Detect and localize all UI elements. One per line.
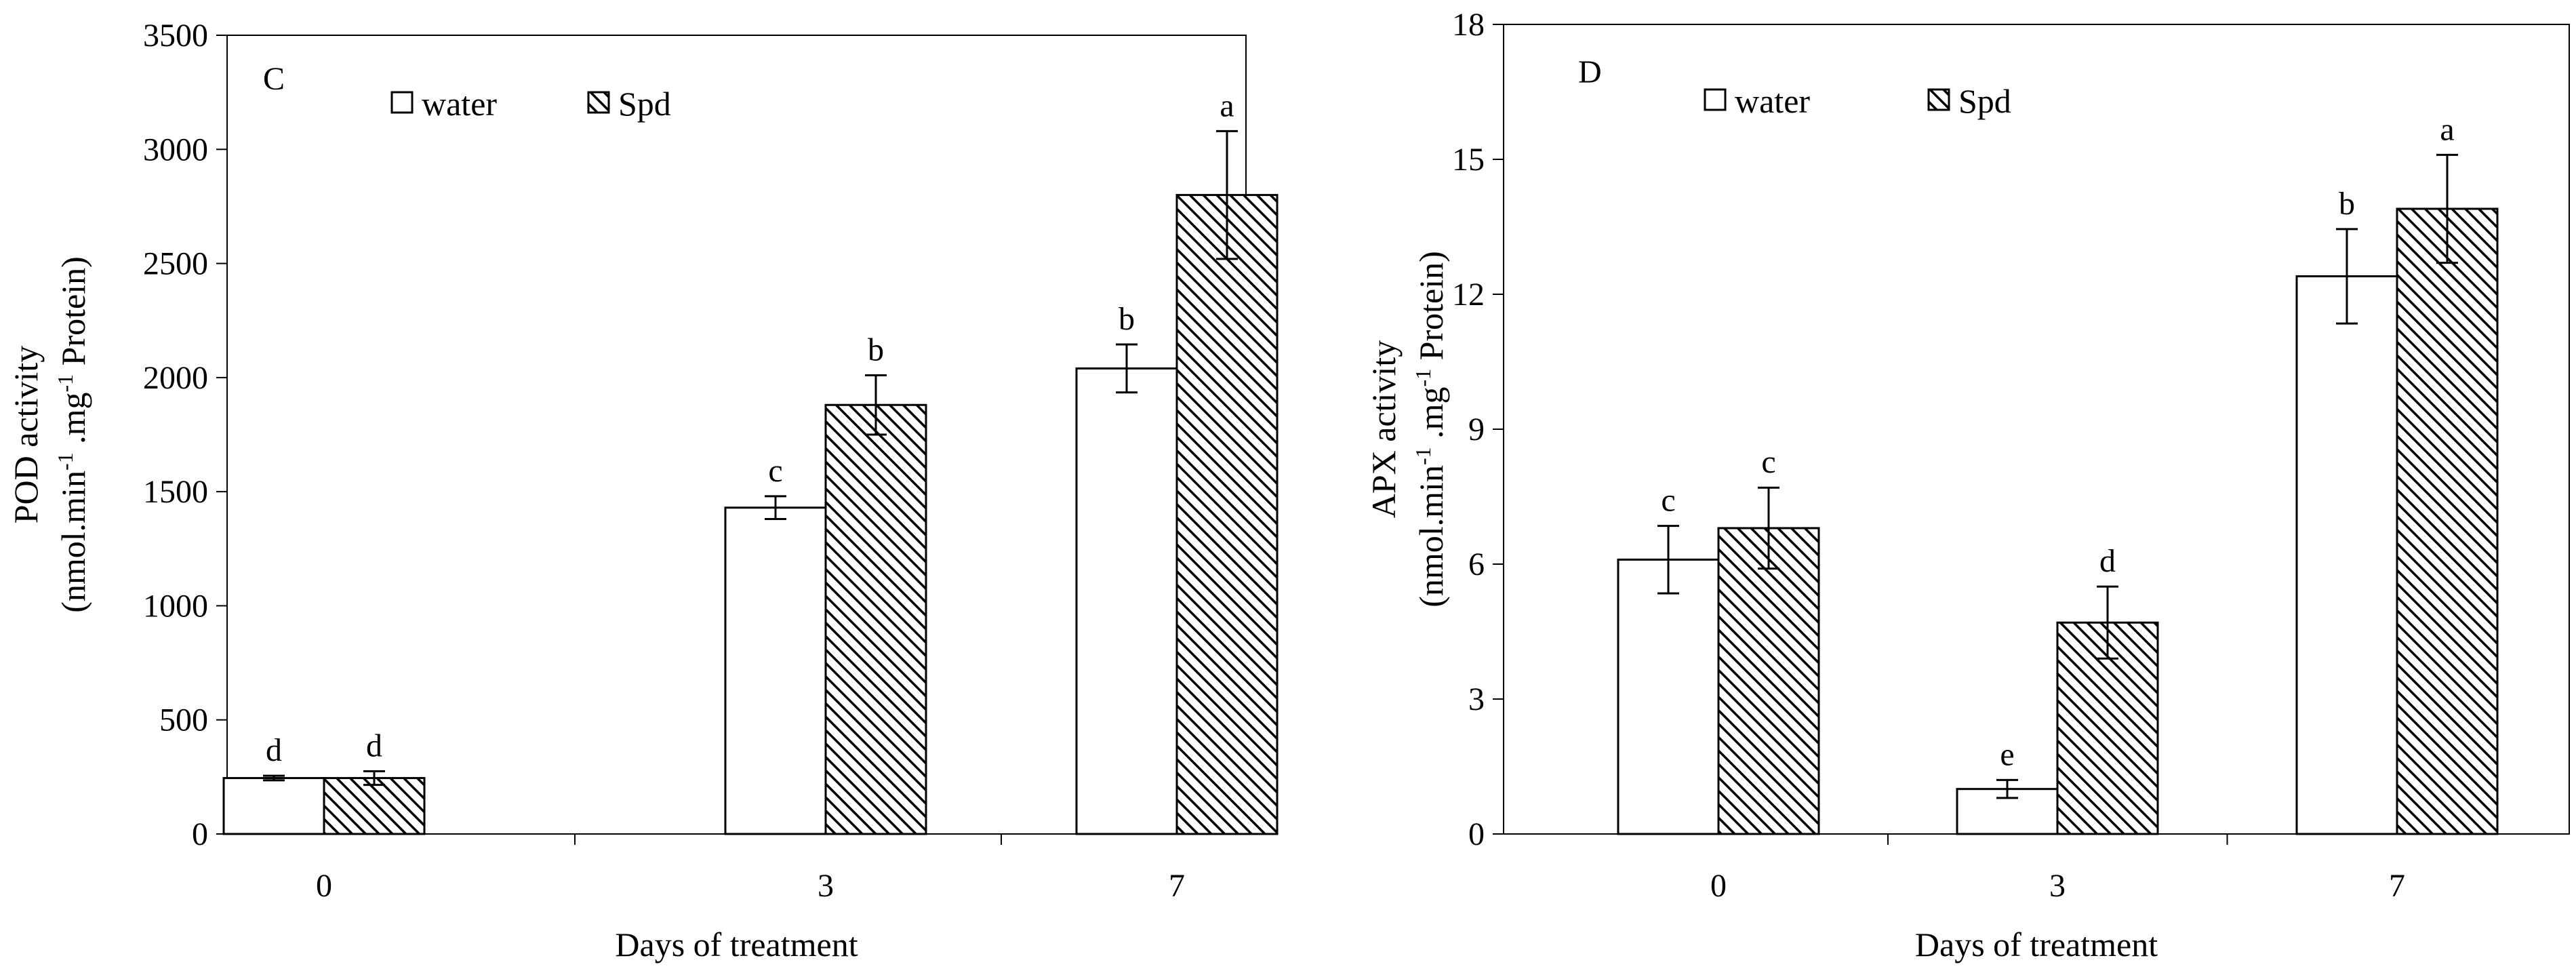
bar-water [2295,275,2398,835]
y-tick-label: 6 [1468,546,1485,582]
significance-letter: d [2099,543,2116,579]
legend-swatch [1927,88,1950,111]
units-text: .mg [54,392,92,452]
bar-spd [1717,527,1820,835]
superscript: -1 [53,452,77,471]
significance-letter: a [1220,87,1234,123]
superscript: -1 [1411,369,1435,387]
significance-letter: a [2440,111,2454,147]
y-tick-label: 0 [192,816,208,852]
y-tick-label: 3 [1468,681,1485,717]
significance-letter: c [1661,483,1675,519]
bar-water [1075,367,1178,835]
y-tick-label: 3000 [143,132,208,167]
bar-spd [323,777,426,835]
significance-letter: e [2000,736,2014,772]
y-axis-title: POD activity [7,346,45,523]
y-tick-label: 3500 [143,18,208,54]
significance-letter: d [266,732,282,768]
units-text: Protein) [1412,251,1450,369]
legend-label: water [1735,82,1810,120]
significance-letter: b [2339,186,2355,222]
significance-letter: c [1761,444,1775,480]
significance-letter: b [868,332,884,367]
legend-swatch [587,91,610,114]
significance-letter: b [1119,301,1135,337]
y-tick-label: 1500 [143,474,208,510]
legend-label: water [422,85,497,123]
bar-spd [824,403,927,835]
x-tick-label: 0 [1710,868,1727,904]
bar-spd [1175,194,1279,835]
x-tick-label: 7 [2389,868,2405,904]
x-axis-title: Days of treatment [1915,926,2158,963]
y-tick-label: 500 [159,702,208,738]
superscript: -1 [53,374,77,393]
legend-swatch [390,91,414,114]
y-tick-label: 2500 [143,246,208,282]
y-axis-title-units: (nmol.min-1 .mg-1 Protein) [1411,251,1450,608]
bar-water [1617,558,1720,835]
panel-label: C [263,61,285,97]
x-tick-label: 3 [2049,868,2066,904]
legend-swatch [1704,88,1727,111]
x-tick-label: 7 [1169,868,1185,904]
bar-water [222,777,325,835]
x-tick-label: 3 [818,868,834,904]
y-axis-title-units: (nmol.min-1 .mg-1 Protein) [53,256,92,613]
units-text: (nmol.min [54,471,92,613]
y-tick-label: 0 [1468,816,1485,852]
y-axis-title: APX activity [1365,340,1403,518]
units-text: (nmol.min [1412,465,1450,608]
y-tick-label: 12 [1452,277,1485,313]
y-tick-label: 1000 [143,588,208,624]
significance-letter: d [366,728,382,763]
units-text: Protein) [54,256,92,374]
bar-spd [2396,207,2499,835]
legend-label: Spd [1958,82,2011,120]
chart-pod-activity: 0 500 1000 1500 2000 2500 3000 3500 d d 0 c b 3 b a 7 Cwa… [7,18,1279,963]
bar-water [724,506,827,835]
y-tick-label: 2000 [143,360,208,396]
superscript: -1 [1411,447,1435,465]
units-text: .mg [1412,386,1450,447]
y-tick-label: 18 [1452,7,1485,43]
legend-label: Spd [618,85,671,123]
y-tick-label: 15 [1452,142,1485,178]
significance-letter: c [768,453,782,489]
x-tick-label: 0 [316,868,332,904]
panel-label: D [1578,54,1602,90]
x-axis-title: Days of treatment [615,926,858,963]
y-tick-label: 9 [1468,412,1485,447]
